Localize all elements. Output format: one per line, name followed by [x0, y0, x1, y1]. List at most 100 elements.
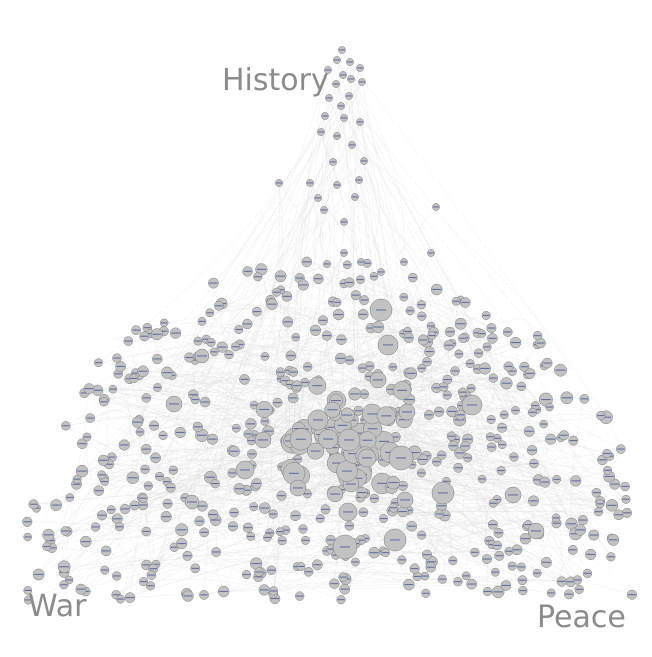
graph-node [458, 333, 468, 343]
graph-node [329, 158, 337, 166]
graph-node [585, 548, 597, 561]
graph-node [318, 429, 339, 449]
graph-node [416, 300, 427, 310]
graph-node [317, 128, 325, 136]
graph-node [92, 384, 104, 396]
graph-node [532, 331, 543, 341]
graph-node [100, 565, 110, 575]
graph-node [606, 552, 616, 562]
graph-node [123, 336, 134, 346]
graph-node [285, 350, 297, 361]
graph-node [119, 503, 131, 515]
graph-node [170, 327, 182, 339]
graph-node [392, 381, 412, 400]
graph-node [22, 516, 33, 527]
graph-node [357, 363, 368, 373]
graph-node [268, 586, 279, 596]
graph-node [258, 584, 270, 596]
graph-node [417, 530, 427, 540]
graph-node [260, 416, 270, 426]
graph-node [306, 179, 314, 187]
graph-node [455, 409, 466, 421]
graph-node [57, 560, 71, 574]
graph-node [199, 527, 210, 538]
graph-node [565, 517, 578, 530]
graph-node [75, 583, 87, 595]
graph-node [211, 547, 222, 557]
graph-node [199, 590, 209, 600]
graph-node [332, 534, 358, 560]
graph-node [427, 249, 435, 257]
graph-node [243, 429, 253, 439]
graph-node [276, 490, 287, 501]
graph-node [317, 315, 329, 326]
graph-node [545, 433, 557, 445]
graph-node [154, 471, 165, 481]
graph-node [263, 533, 272, 542]
graph-node [315, 514, 325, 523]
graph-node [603, 465, 613, 475]
graph-node [446, 431, 457, 441]
graph-node [272, 287, 282, 297]
graph-node [453, 577, 463, 587]
graph-node [527, 522, 545, 540]
graph-node [338, 502, 358, 522]
graph-node [321, 112, 329, 120]
graph-node [398, 403, 416, 421]
graph-node [423, 409, 434, 420]
graph-node [507, 561, 517, 571]
graph-node [517, 575, 528, 586]
graph-node [135, 427, 145, 437]
graph-node [168, 465, 178, 475]
graph-node [412, 571, 423, 582]
graph-node [443, 340, 455, 351]
graph-node [369, 272, 379, 281]
graph-node [333, 181, 341, 189]
graph-node [288, 367, 299, 377]
graph-node [556, 576, 567, 587]
graph-node [616, 444, 626, 454]
graph-node [126, 471, 140, 485]
graph-node [260, 352, 270, 361]
graph-node [287, 392, 299, 404]
graph-node [77, 438, 88, 449]
graph-node [206, 433, 219, 445]
graph-node [482, 342, 492, 352]
graph-node [231, 342, 241, 352]
graph-node [409, 563, 420, 574]
graph-node [249, 502, 259, 512]
graph-node [94, 358, 103, 368]
anchor-label-peace: Peace [537, 600, 626, 635]
graph-node [466, 383, 476, 393]
graph-node [139, 331, 150, 342]
graph-node [596, 410, 606, 421]
graph-node [486, 323, 497, 334]
graph-node [138, 493, 148, 503]
graph-node [356, 486, 368, 499]
graph-node [100, 545, 112, 557]
graph-node [487, 333, 498, 344]
graph-node [145, 581, 156, 591]
graph-node [80, 535, 92, 548]
graph-node [75, 464, 89, 478]
graph-node [460, 440, 471, 452]
graph-node [383, 528, 407, 552]
graph-node [160, 511, 172, 523]
graph-node [275, 179, 283, 187]
graph-node [266, 565, 277, 575]
graph-node [205, 308, 215, 318]
graph-node [340, 249, 348, 257]
graph-node [296, 562, 306, 571]
graph-node [421, 588, 431, 598]
graph-node [591, 487, 602, 498]
graph-node [430, 283, 443, 296]
graph-node [291, 380, 303, 391]
graph-node [405, 306, 415, 316]
graph-node [307, 409, 329, 431]
graph-node [254, 431, 272, 449]
graph-node [516, 562, 526, 572]
graph-node [397, 555, 407, 565]
graph-node [416, 468, 426, 478]
graph-node [115, 361, 126, 372]
graph-node [518, 585, 528, 596]
